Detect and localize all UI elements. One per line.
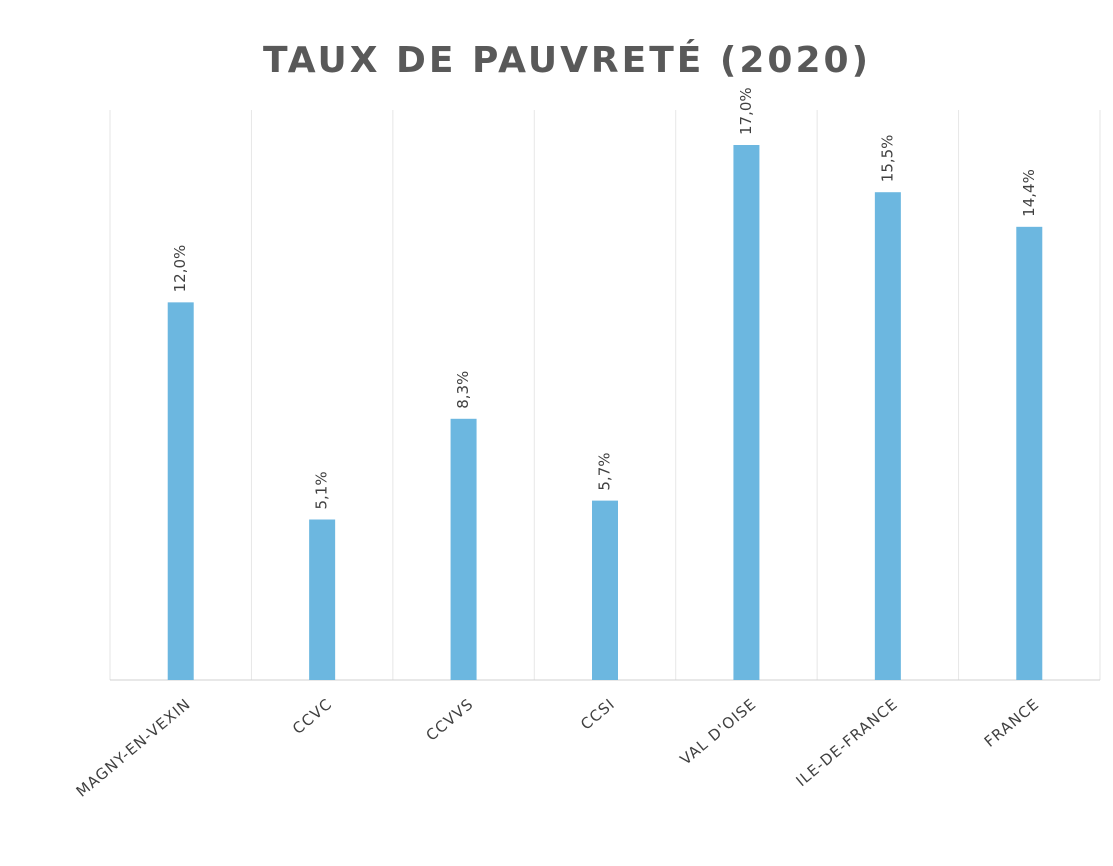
x-tick-label: FRANCE — [981, 695, 1043, 751]
data-label: 14,4% — [1020, 169, 1038, 217]
x-tick-label: VAL D'OISE — [677, 695, 760, 769]
x-tick-label: CCSI — [577, 695, 618, 734]
x-tick-label: MAGNY-EN-VEXIN — [73, 695, 194, 801]
bar — [309, 519, 336, 680]
x-tick-label: ILE-DE-FRANCE — [792, 695, 901, 790]
bar — [592, 500, 618, 680]
data-label: 8,3% — [454, 371, 472, 409]
bar — [167, 302, 194, 680]
data-label: 12,0% — [171, 245, 189, 293]
data-label: 15,5% — [878, 135, 896, 183]
data-label: 5,1% — [313, 471, 331, 509]
data-label: 5,7% — [596, 453, 614, 491]
x-tick-label: CCVVS — [423, 695, 477, 745]
bar — [450, 418, 477, 680]
data-label: 17,0% — [737, 87, 755, 135]
bar — [874, 192, 901, 681]
x-tick-label: CCVC — [289, 695, 336, 738]
bar — [733, 145, 760, 680]
bar — [1016, 226, 1043, 680]
chart-title: TAUX DE PAUVRETÉ (2020) — [263, 39, 871, 81]
